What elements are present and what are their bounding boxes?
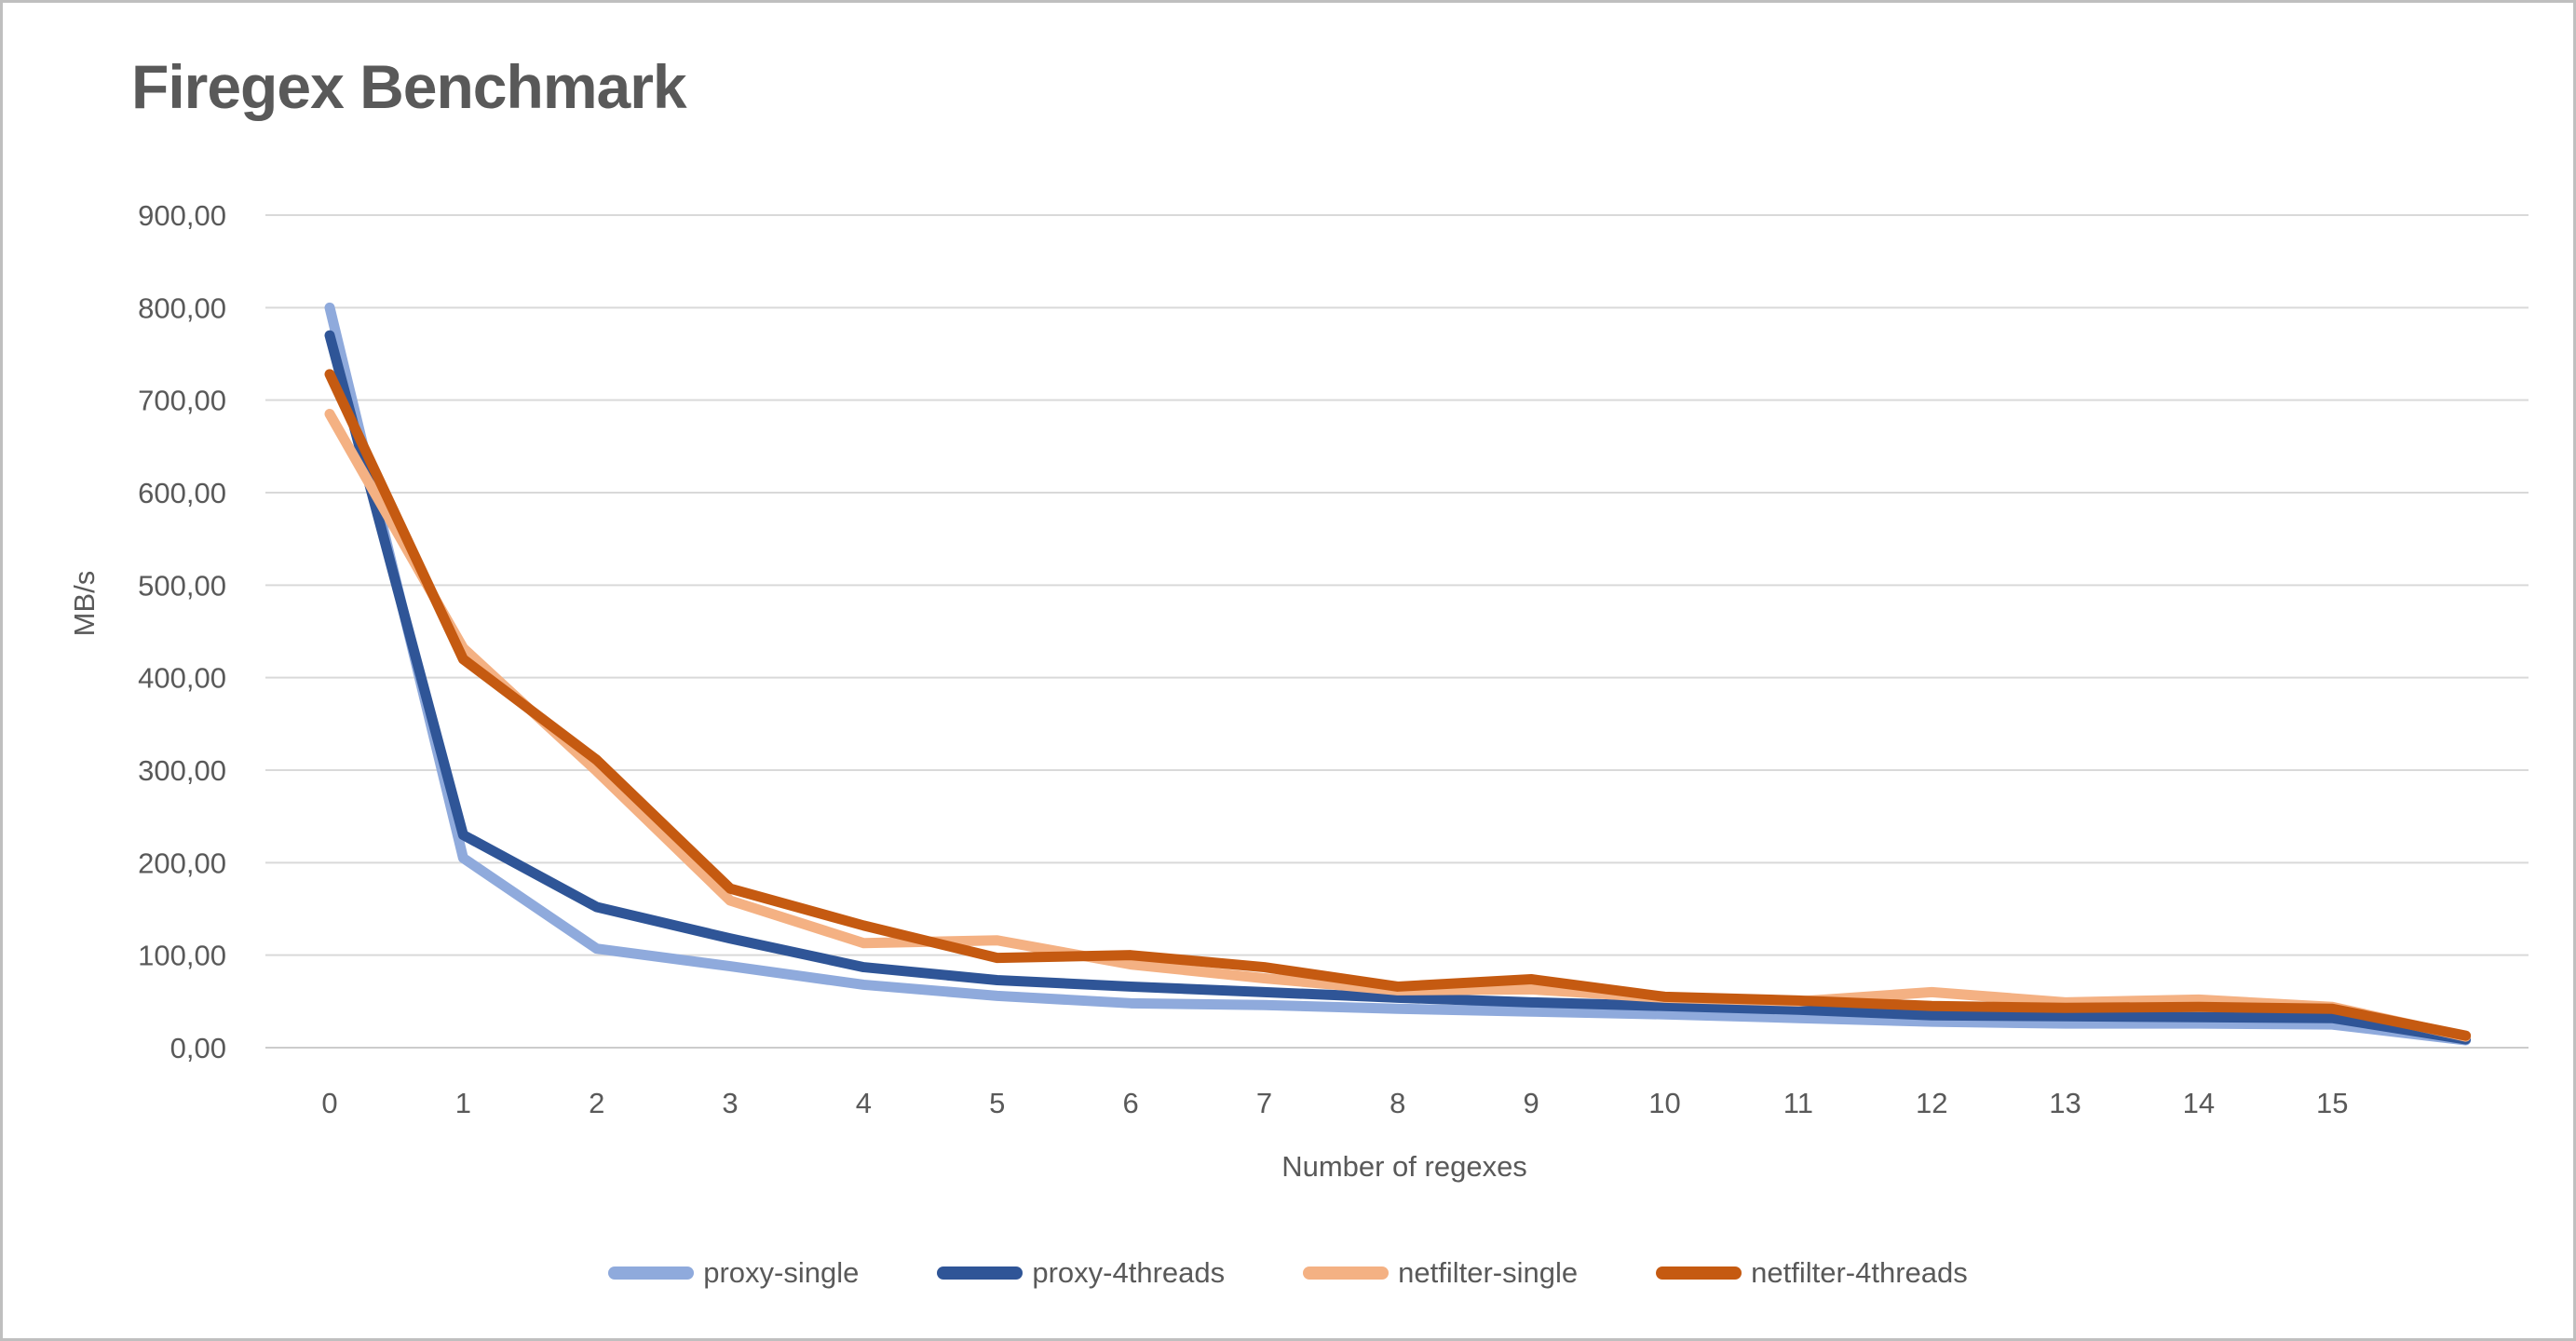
x-tick-label: 4 (856, 1087, 872, 1119)
x-tick-label: 7 (1256, 1087, 1272, 1119)
x-tick-label: 1 (455, 1087, 471, 1119)
legend-item-proxy-single: proxy-single (608, 1256, 859, 1290)
legend-item-proxy-4threads: proxy-4threads (937, 1256, 1225, 1290)
y-tick-label: 800,00 (138, 291, 226, 324)
series-line-proxy-4threads (324, 330, 2472, 1045)
series-line-netfilter-single (324, 409, 2472, 1042)
x-tick-label: 6 (1122, 1087, 1138, 1119)
legend-label: netfilter-4threads (1751, 1256, 1968, 1289)
series-line-proxy-single (324, 302, 2472, 1046)
legend-item-netfilter-single: netfilter-single (1303, 1256, 1578, 1290)
legend-label: proxy-single (703, 1256, 860, 1289)
y-tick-label: 500,00 (138, 569, 226, 602)
legend-label: netfilter-single (1398, 1256, 1579, 1289)
x-axis-title: Number of regexes (1281, 1150, 1527, 1183)
legend-swatch-netfilter-single (1303, 1266, 1390, 1280)
y-tick-label: 300,00 (138, 754, 226, 787)
y-tick-label: 700,00 (138, 385, 226, 417)
y-tick-label: 0,00 (170, 1032, 226, 1064)
y-tick-label: 600,00 (138, 477, 226, 509)
x-tick-label: 3 (722, 1087, 738, 1119)
y-tick-label: 100,00 (138, 940, 226, 972)
legend-swatch-netfilter-4threads (1656, 1266, 1742, 1280)
series-line-netfilter-4threads (324, 369, 2472, 1041)
x-tick-label: 12 (1916, 1087, 1947, 1119)
x-tick-label: 9 (1524, 1087, 1539, 1119)
x-tick-label: 5 (989, 1087, 1005, 1119)
legend-label: proxy-4threads (1032, 1256, 1226, 1289)
y-axis-title: MB/s (68, 570, 101, 637)
legend-swatch-proxy-4threads (937, 1266, 1024, 1280)
x-tick-label: 2 (589, 1087, 604, 1119)
x-tick-label: 14 (2183, 1087, 2215, 1119)
chart-title: Firegex Benchmark (131, 52, 687, 121)
x-tick-label: 13 (2049, 1087, 2081, 1119)
line-chart-plot: 0,00 100,00 200,00 300,00 400,00 500,00 600,00… (138, 199, 2529, 1119)
y-tick-label: 200,00 (138, 847, 226, 879)
x-tick-label: 10 (1648, 1087, 1680, 1119)
x-tick-label: 0 (321, 1087, 337, 1119)
x-tick-label: 15 (2316, 1087, 2348, 1119)
legend: proxy-single proxy-4threads netfilter-sing… (3, 1256, 2573, 1290)
legend-item-netfilter-4threads: netfilter-4threads (1656, 1256, 1968, 1290)
x-tick-label: 8 (1390, 1087, 1405, 1119)
y-tick-label: 400,00 (138, 662, 226, 695)
legend-swatch-proxy-single (608, 1266, 695, 1280)
y-tick-label: 900,00 (138, 199, 226, 232)
x-tick-label: 11 (1783, 1087, 1813, 1119)
